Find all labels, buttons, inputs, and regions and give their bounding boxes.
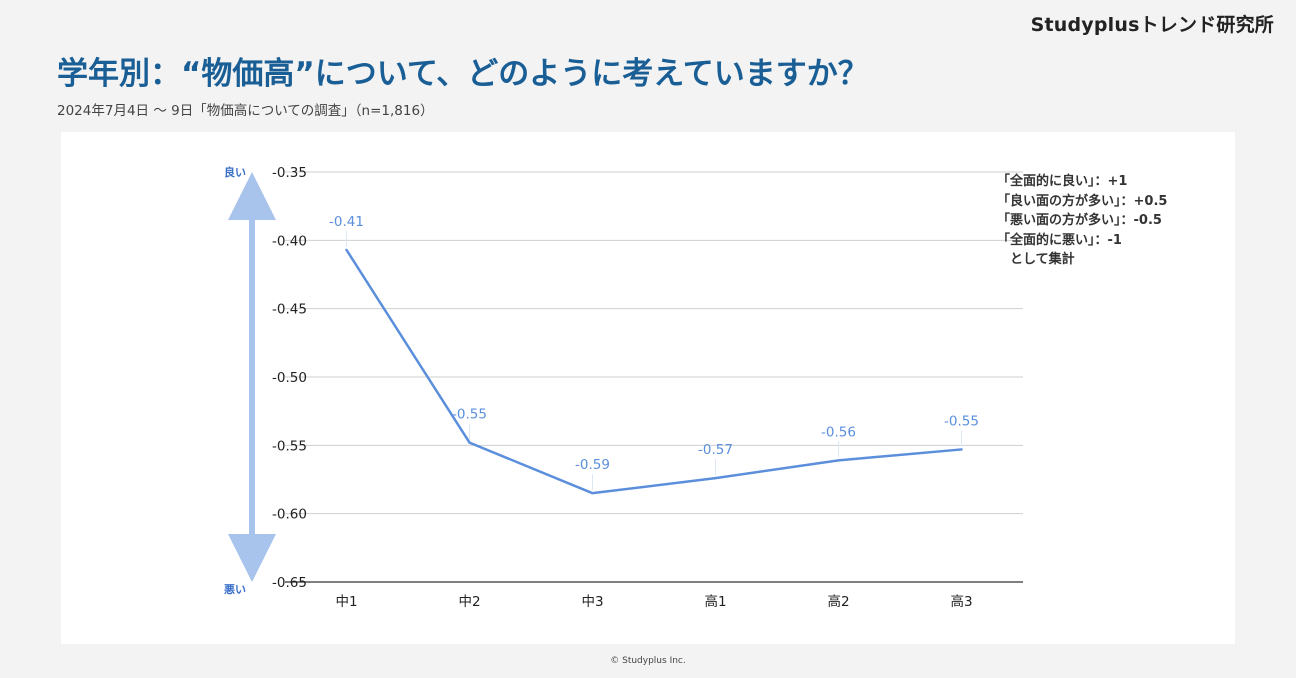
scale-note-line: 「悪い面の方が多い」：-0.5 — [997, 213, 1162, 228]
copyright-footer: © Studyplus Inc. — [610, 656, 686, 666]
scale-note-line: 「良い面の方が多い」：+0.5 — [997, 193, 1168, 209]
page-subtitle: 2024年7月4日 〜 9日「物価高についての調査」（n=1,816） — [57, 103, 434, 119]
scale-note-line: 「全面的に悪い」：-1 — [997, 232, 1122, 248]
page-title: 学年別：“物価高”について、どのように考えていますか？ — [57, 56, 869, 92]
brand-logo: Studyplusトレンド研究所 — [1030, 14, 1274, 36]
scale-note-line: として集計 — [997, 252, 1075, 267]
scale-note: 「全面的に良い」：+1 「良い面の方が多い」：+0.5 「悪い面の方が多い」：-… — [997, 172, 1167, 270]
scale-note-line: 「全面的に良い」：+1 — [997, 174, 1128, 189]
